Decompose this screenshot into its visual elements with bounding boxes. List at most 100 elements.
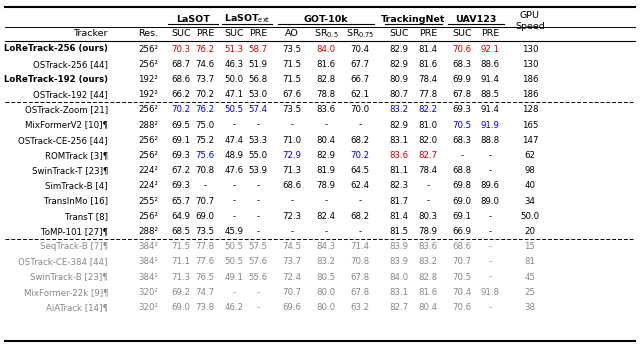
Text: SwinTrack-T [23]¶: SwinTrack-T [23]¶ — [31, 166, 108, 175]
Text: OSTrack-256 [44]: OSTrack-256 [44] — [33, 60, 108, 69]
Text: 82.9: 82.9 — [390, 120, 408, 129]
Text: 82.4: 82.4 — [316, 212, 335, 221]
Text: 65.7: 65.7 — [172, 197, 191, 206]
Text: 72.4: 72.4 — [282, 273, 301, 282]
Text: 71.1: 71.1 — [172, 257, 191, 266]
Text: 82.7: 82.7 — [389, 303, 408, 312]
Text: 66.9: 66.9 — [452, 227, 472, 236]
Text: 83.6: 83.6 — [419, 242, 438, 251]
Text: SUC: SUC — [171, 30, 191, 39]
Text: 69.3: 69.3 — [172, 181, 191, 190]
Text: 192²: 192² — [138, 75, 158, 84]
Text: 82.7: 82.7 — [419, 151, 438, 160]
Text: 91.8: 91.8 — [481, 288, 499, 297]
Text: 69.2: 69.2 — [172, 288, 191, 297]
Text: 91.4: 91.4 — [481, 105, 499, 114]
Text: -: - — [232, 212, 236, 221]
Text: 82.9: 82.9 — [390, 45, 408, 53]
Text: -: - — [232, 120, 236, 129]
Text: 192²: 192² — [138, 90, 158, 99]
Text: 50.5: 50.5 — [225, 242, 244, 251]
Text: 82.2: 82.2 — [419, 105, 438, 114]
Text: 80.3: 80.3 — [419, 212, 438, 221]
Text: 55.6: 55.6 — [248, 273, 268, 282]
Text: 70.0: 70.0 — [351, 105, 369, 114]
Text: 68.2: 68.2 — [351, 212, 369, 221]
Text: 165: 165 — [522, 120, 538, 129]
Text: 69.3: 69.3 — [452, 105, 472, 114]
Text: 73.5: 73.5 — [282, 105, 301, 114]
Text: SUC: SUC — [452, 30, 472, 39]
Text: -: - — [488, 166, 492, 175]
Text: 71.5: 71.5 — [282, 75, 301, 84]
Text: 70.8: 70.8 — [351, 257, 369, 266]
Text: OSTrack-192 [44]: OSTrack-192 [44] — [33, 90, 108, 99]
Text: 75.0: 75.0 — [195, 120, 214, 129]
Text: 68.8: 68.8 — [452, 166, 472, 175]
Text: 83.9: 83.9 — [390, 242, 408, 251]
Text: LoReTrack-192 (ours): LoReTrack-192 (ours) — [4, 75, 108, 84]
Text: 45: 45 — [525, 273, 536, 282]
Text: -: - — [358, 227, 362, 236]
Text: 69.1: 69.1 — [172, 136, 191, 145]
Text: 57.5: 57.5 — [248, 242, 268, 251]
Text: 92.1: 92.1 — [481, 45, 499, 53]
Text: OSTrack-Zoom [21]: OSTrack-Zoom [21] — [25, 105, 108, 114]
Text: 70.6: 70.6 — [452, 303, 472, 312]
Text: -: - — [488, 242, 492, 251]
Text: 384²: 384² — [138, 273, 158, 282]
Text: 78.9: 78.9 — [419, 227, 438, 236]
Text: 71.4: 71.4 — [351, 242, 369, 251]
Text: PRE: PRE — [249, 30, 267, 39]
Text: 81.5: 81.5 — [389, 227, 408, 236]
Text: 84.0: 84.0 — [389, 273, 408, 282]
Text: LaSOT: LaSOT — [176, 14, 210, 23]
Text: 256²: 256² — [138, 60, 158, 69]
Text: 50.0: 50.0 — [520, 212, 540, 221]
Text: 74.7: 74.7 — [195, 288, 214, 297]
Text: 69.0: 69.0 — [452, 197, 472, 206]
Text: 256²: 256² — [138, 212, 158, 221]
Text: 88.8: 88.8 — [481, 136, 500, 145]
Text: 81.6: 81.6 — [419, 60, 438, 69]
Text: -: - — [426, 181, 429, 190]
Text: 83.6: 83.6 — [389, 151, 408, 160]
Text: 62.4: 62.4 — [351, 181, 369, 190]
Text: 75.2: 75.2 — [195, 136, 214, 145]
Text: -: - — [232, 197, 236, 206]
Text: 69.8: 69.8 — [452, 181, 472, 190]
Text: -: - — [257, 227, 260, 236]
Text: 89.6: 89.6 — [481, 181, 499, 190]
Text: LoReTrack-256 (ours): LoReTrack-256 (ours) — [4, 45, 108, 53]
Text: 70.2: 70.2 — [172, 105, 191, 114]
Text: ToMP-101 [27]¶: ToMP-101 [27]¶ — [41, 227, 108, 236]
Text: 50.5: 50.5 — [225, 257, 244, 266]
Text: 64.5: 64.5 — [351, 166, 369, 175]
Text: -: - — [488, 273, 492, 282]
Text: OSTrack-CE-384 [44]: OSTrack-CE-384 [44] — [19, 257, 108, 266]
Text: 53.0: 53.0 — [248, 90, 268, 99]
Text: 67.6: 67.6 — [282, 90, 301, 99]
Text: 68.3: 68.3 — [452, 136, 472, 145]
Text: 70.5: 70.5 — [452, 120, 472, 129]
Text: -: - — [232, 181, 236, 190]
Text: 130: 130 — [522, 60, 538, 69]
Text: 78.4: 78.4 — [419, 166, 438, 175]
Text: 63.2: 63.2 — [351, 303, 369, 312]
Text: -: - — [257, 120, 260, 129]
Text: 384²: 384² — [138, 257, 158, 266]
Text: 384²: 384² — [138, 242, 158, 251]
Text: 69.0: 69.0 — [172, 303, 191, 312]
Text: -: - — [257, 212, 260, 221]
Text: 288²: 288² — [138, 227, 158, 236]
Text: 67.7: 67.7 — [351, 60, 369, 69]
Text: 320²: 320² — [138, 303, 158, 312]
Text: -: - — [358, 120, 362, 129]
Text: 83.2: 83.2 — [419, 257, 438, 266]
Text: 76.5: 76.5 — [195, 273, 214, 282]
Text: 186: 186 — [522, 75, 538, 84]
Text: -: - — [257, 288, 260, 297]
Text: 82.3: 82.3 — [389, 181, 408, 190]
Text: 67.8: 67.8 — [351, 288, 369, 297]
Text: 69.0: 69.0 — [195, 212, 214, 221]
